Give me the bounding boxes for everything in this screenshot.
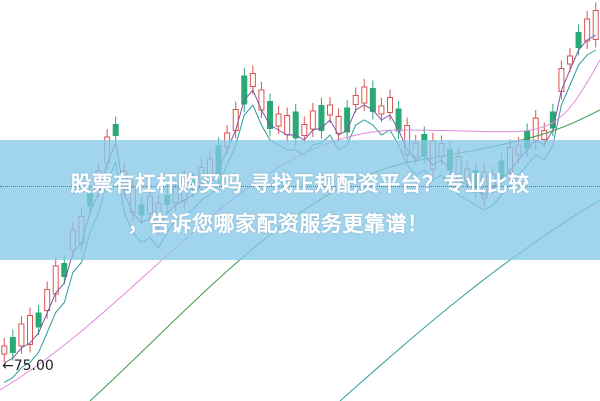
candle-body	[584, 18, 591, 42]
candle-body	[567, 55, 573, 65]
candle-body	[309, 110, 316, 130]
title-line-1: 股票有杠杆购买吗 寻找正规配资平台？专业比较	[70, 172, 530, 196]
title-banner	[0, 140, 600, 260]
candle-body	[361, 86, 368, 104]
candle-body	[378, 105, 385, 115]
candle-body	[369, 88, 376, 112]
candle-body	[9, 337, 16, 353]
candle-body	[575, 32, 582, 48]
candle-body	[232, 109, 239, 131]
candle-body	[592, 10, 599, 40]
ma-line-pink	[0, 59, 600, 391]
candle-body	[52, 265, 59, 295]
candle-body	[27, 315, 33, 345]
candle-body	[61, 263, 68, 277]
candle-body	[558, 68, 565, 92]
candle-body	[284, 115, 291, 135]
candle-body	[275, 113, 282, 127]
candle-body	[241, 75, 248, 105]
title-line-2: ，告诉您哪家配资服务更靠谱！	[127, 212, 429, 236]
candle-body	[335, 116, 342, 134]
candle-body	[292, 111, 299, 139]
candle-body	[352, 95, 359, 105]
candle-body	[541, 130, 548, 140]
candle-body	[532, 117, 539, 143]
candle-body	[44, 289, 51, 311]
dotted-guide-line	[0, 186, 600, 187]
candle-body	[344, 107, 351, 133]
candle-body	[18, 323, 25, 347]
price-marker: ←75.00	[2, 358, 54, 374]
candle-body	[267, 101, 273, 129]
candle-body	[35, 312, 42, 328]
candle-body	[1, 345, 8, 355]
candle-body	[327, 104, 333, 116]
candle-body	[112, 124, 119, 136]
candle-body	[318, 105, 325, 131]
candle-body	[249, 73, 256, 87]
candle-body	[387, 97, 393, 113]
candle-body	[301, 124, 308, 136]
